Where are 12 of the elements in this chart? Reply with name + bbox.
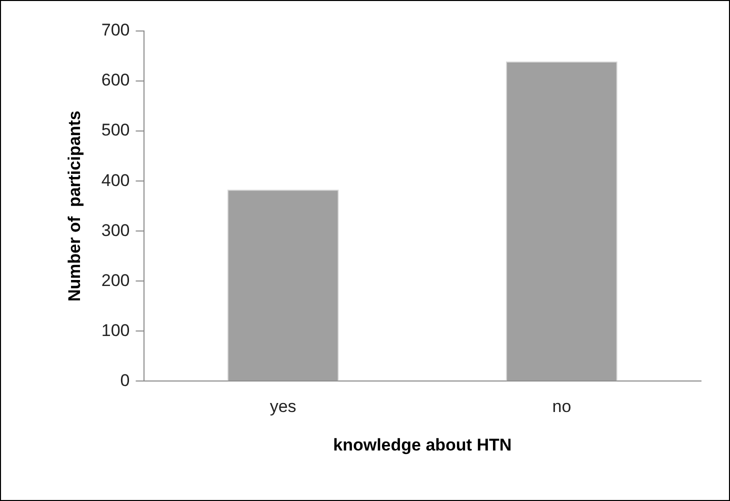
y-tick-label: 300: [101, 220, 130, 240]
x-tick-label: no: [552, 397, 572, 416]
y-tick-label: 0: [120, 370, 130, 390]
y-tick-label: 600: [101, 70, 130, 90]
y-tick-label: 400: [101, 170, 130, 190]
y-tick-label: 700: [101, 20, 130, 40]
y-tick-label: 200: [101, 270, 130, 290]
y-axis-title: Number of participants: [64, 110, 84, 302]
y-tick-label: 100: [101, 320, 130, 340]
y-tick-label: 500: [101, 120, 130, 140]
x-axis-title: knowledge about HTN: [333, 435, 512, 454]
x-tick-label: yes: [270, 397, 296, 416]
